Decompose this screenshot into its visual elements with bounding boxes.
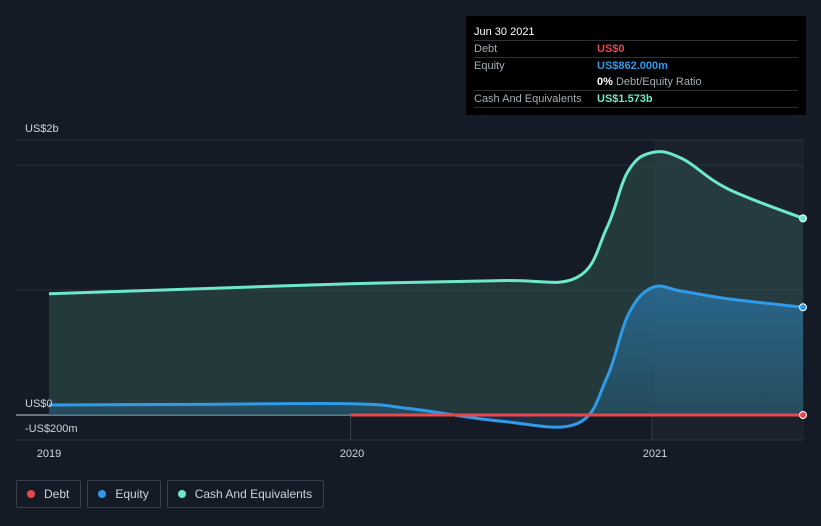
legend: Debt Equity Cash And Equivalents: [16, 480, 325, 508]
tooltip-row-debt: Debt US$0: [474, 40, 798, 57]
legend-label-equity: Equity: [115, 487, 149, 501]
tooltip-equity-value: US$862.000m: [597, 60, 668, 72]
cash-endpoint: [799, 214, 807, 223]
legend-dot-icon: [98, 490, 107, 498]
tooltip-ratio-value: 0%: [597, 76, 613, 88]
tooltip-equity-label: Equity: [474, 60, 505, 72]
legend-item-debt[interactable]: Debt: [16, 480, 82, 508]
legend-label-cash: Cash And Equivalents: [194, 487, 313, 501]
legend-item-cash[interactable]: Cash And Equivalents: [166, 480, 325, 508]
tooltip-debt-label: Debt: [474, 43, 498, 55]
tooltip-cash-value: US$1.573b: [597, 93, 653, 105]
legend-item-equity[interactable]: Equity: [87, 480, 161, 508]
legend-dot-icon: [27, 490, 35, 498]
legend-dot-icon: [177, 490, 186, 498]
tooltip-cash-label: Cash And Equivalents: [474, 93, 582, 105]
equity-line: [48, 284, 804, 429]
x-tick-label-2021: 2021: [643, 448, 667, 460]
y-tick-label-bottom: -US$200m: [25, 423, 78, 435]
tooltip: Jun 30 2021 Debt US$0 Equity US$862.000m…: [466, 16, 806, 115]
equity-endpoint: [799, 303, 807, 312]
debt-endpoint: [799, 411, 807, 419]
tooltip-ratio-label: Debt/Equity Ratio: [615, 76, 702, 88]
tooltip-debt-value: US$0: [597, 43, 625, 55]
tooltip-row-ratio: 0% Debt/Equity Ratio: [474, 74, 798, 90]
equity-area: [49, 285, 803, 428]
tooltip-row-equity: Equity US$862.000m: [474, 57, 798, 74]
x-tick-label-2019: 2019: [37, 448, 61, 460]
y-tick-label-zero: US$0: [25, 398, 53, 410]
legend-label-debt: Debt: [44, 487, 70, 501]
x-tick-label-2020: 2020: [340, 448, 364, 460]
tooltip-row-cash: Cash And Equivalents US$1.573b: [474, 90, 798, 108]
cash-line: [48, 150, 804, 296]
tooltip-date: Jun 30 2021: [474, 26, 535, 38]
endpoints: [799, 214, 807, 419]
y-tick-label-top: US$2b: [25, 123, 59, 135]
